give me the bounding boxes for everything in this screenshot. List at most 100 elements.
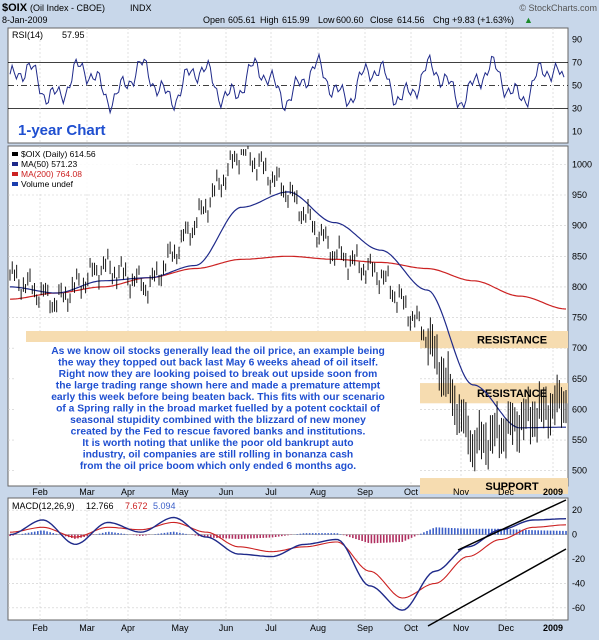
price-tick-label: 500 [572,466,587,476]
month-label: Oct [404,623,419,633]
price-tick-label: 850 [572,251,587,261]
month-label: Mar [79,487,95,497]
open-value: 605.61 [228,15,256,25]
rsi-tick-label: 50 [572,81,582,91]
macd-tick-label: 20 [572,505,582,515]
price-tick-label: 1000 [572,159,592,169]
month-label: Feb [32,623,48,633]
low-label: Low [318,15,335,25]
macd-tick-label: 0 [572,530,577,540]
chart-title: 1-year Chart [18,122,106,139]
legend-swatch [12,172,18,176]
macd-channel-lower [427,548,567,627]
month-label: Mar [79,623,95,633]
ma200-line [9,255,567,310]
month-label: Jun [219,623,234,633]
commentary-line: It is worth noting that unlike the poor … [82,438,353,449]
legend-entry: Volume undef [21,179,74,189]
rsi-tick-label: 90 [572,35,582,45]
month-label: Oct [404,487,419,497]
month-label: Jun [219,487,234,497]
commentary-line: the way they topped out back last May 6 … [58,358,378,369]
commentary-line: the large trading range shown here and m… [56,381,381,392]
commentary-line: seasonal stupidity combined with the bli… [70,415,366,426]
chg-value: +9.83 (+1.63%) [452,15,514,25]
month-label: Aug [310,623,326,633]
legend-entry: MA(50) 571.23 [21,159,77,169]
month-axis-macd: Feb Mar Apr May Jun Jul Aug Sep Oct Nov Dec 2009 [32,623,563,633]
legend-swatch [12,182,18,186]
legend-swatch [12,152,18,156]
high-value: 615.99 [282,15,310,25]
chg-arrow-icon: ▲ [524,15,533,25]
brand-logo: © StockCharts.com [519,3,597,13]
macd-tick-label: -20 [572,554,585,564]
month-label: 2009 [543,623,563,633]
month-label: Aug [310,487,326,497]
rsi-value: 57.95 [62,30,85,40]
level-zone [420,383,568,404]
commentary-line: industry, oil companies are still rollin… [83,450,353,461]
symbol: $OIX [2,2,28,14]
month-label: May [171,623,189,633]
legend-swatch [12,162,18,166]
rsi-label: RSI(14) [12,30,43,40]
macd-tick-label: -40 [572,578,585,588]
month-label: Feb [32,487,48,497]
commentary-box [16,342,420,480]
ma50-line [10,191,566,429]
price-tick-label: 950 [572,190,587,200]
rsi-tick-label: 70 [572,58,582,68]
month-label: Nov [453,623,470,633]
month-label: Dec [498,623,515,633]
macd-value-1: 12.766 [86,501,114,511]
price-tick-label: 600 [572,404,587,414]
macd-signal-line [9,521,567,599]
index-name: (Oil Index - CBOE) [30,3,105,13]
month-label: Nov [453,487,470,497]
rsi-tick-label: 30 [572,104,582,114]
month-label: Apr [121,487,135,497]
price-tick-label: 750 [572,313,587,323]
commentary-line: early this week before being beaten back… [51,392,385,403]
rsi-line [9,52,565,115]
commentary-text: As we know oil stocks generally lead the… [51,346,385,472]
month-label: May [171,487,189,497]
month-label: Jul [265,487,277,497]
low-value: 600.60 [336,15,364,25]
month-label: Dec [498,487,515,497]
level-zone [420,478,568,494]
commentary-line: Right now they are looking poised to bre… [59,369,378,380]
commentary-line: As we know oil stocks generally lead the… [51,346,385,357]
zone-label: RESISTANCE [477,388,547,400]
commentary-line: from the oil price boom which only ended… [80,461,356,472]
commentary-line: of a Spring rally in the broad market fu… [56,404,380,415]
month-label: Sep [357,623,373,633]
legend-bg [10,148,134,194]
chg-label: Chg [433,15,450,25]
month-label: Apr [121,623,135,633]
price-tick-label: 800 [572,282,587,292]
high-label: High [260,15,279,25]
month-label: Jul [265,623,277,633]
commentary-line: created by the Fed to rescue favored ban… [71,427,366,438]
month-label: 2009 [543,487,563,497]
macd-value-2: 7.672 [125,501,148,511]
exchange: INDX [130,3,152,13]
zone-label: RESISTANCE [477,335,547,347]
macd-line [9,516,567,611]
macd-grid: 20 0 -20 -40 -60 [8,498,585,620]
price-tick-label: 700 [572,343,587,353]
macd-value-3: 5.094 [153,501,176,511]
rsi-grid: 90 70 50 30 10 [8,28,582,143]
close-value: 614.56 [397,15,425,25]
legend-entry: MA(200) 764.08 [21,169,82,179]
close-label: Close [370,15,393,25]
price-tick-label: 650 [572,374,587,384]
zone-label: SUPPORT [485,481,538,493]
macd-channel-upper [457,499,567,551]
legend-entry: $OIX (Daily) 614.56 [21,149,96,159]
date-label: 8-Jan-2009 [2,15,48,25]
